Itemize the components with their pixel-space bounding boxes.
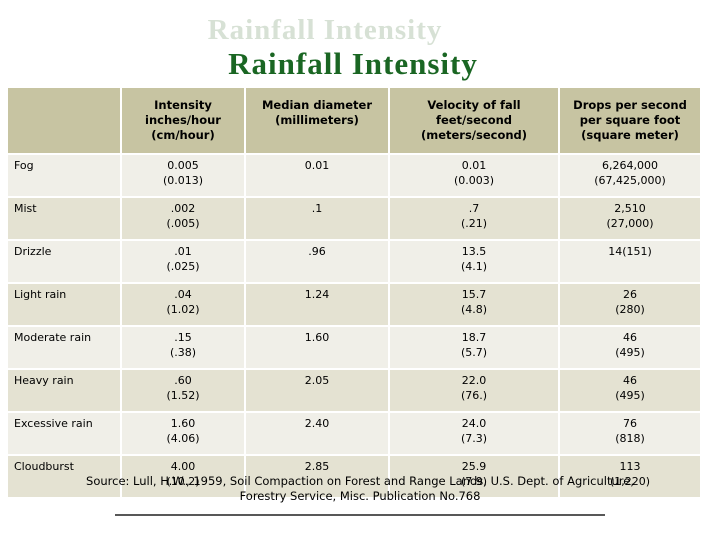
- table-cell: 24.0 (7.3): [390, 413, 558, 454]
- table-cell: 2.05: [246, 370, 388, 411]
- table-cell: .96: [246, 241, 388, 282]
- table-row: Mist .002 (.005) .1.7 (.21) 2,510 (27,000): [8, 198, 700, 239]
- table-row: Moderate rain .15 (.38) 1.60 18.7 (5.7) 46 (495…: [8, 327, 700, 368]
- table-cell: 2.85: [246, 456, 388, 497]
- table-cell: .15 (.38): [122, 327, 244, 368]
- column-header: Median diameter (millimeters): [246, 88, 388, 153]
- table-cell: 0.005 (0.013): [122, 155, 244, 196]
- table-cell: .60 (1.52): [122, 370, 244, 411]
- source-line-1: Source: Lull, H.W., 1959, Soil Compactio…: [86, 474, 634, 488]
- table-row: Heavy rain .60 (1.52) 2.05 22.0 (76.) 46 (495): [8, 370, 700, 411]
- table-cell: 46 (495): [560, 370, 700, 411]
- table-cell: 25.9 (7.9): [390, 456, 558, 497]
- table-cell: 1.60 (4.06): [122, 413, 244, 454]
- table-cell: .01 (.025): [122, 241, 244, 282]
- table-cell: .1: [246, 198, 388, 239]
- column-header: Velocity of fall feet/second (meters/secon…: [390, 88, 558, 153]
- column-header: Intensity inches/hour (cm/hour): [122, 88, 244, 153]
- row-label: Excessive rain: [8, 413, 120, 454]
- source-citation: Source: Lull, H.W., 1959, Soil Compactio…: [0, 474, 720, 503]
- table-cell: 1.60: [246, 327, 388, 368]
- table-cell: .002 (.005): [122, 198, 244, 239]
- table-cell: 0.01 (0.003): [390, 155, 558, 196]
- table-row: Fog 0.005 (0.013) 0.01 0.01 (0.003) 6,264,000(…: [8, 155, 700, 196]
- rainfall-intensity-table: Intensity inches/hour (cm/hour) Median diam…: [6, 86, 702, 499]
- header-row: Intensity inches/hour (cm/hour) Median diam…: [8, 88, 700, 153]
- table-cell: 2,510 (27,000): [560, 198, 700, 239]
- row-label: Fog: [8, 155, 120, 196]
- table-row: Light rain .04 (1.02) 1.24 15.7 (4.8) 26 (280): [8, 284, 700, 325]
- table-cell: .04 (1.02): [122, 284, 244, 325]
- row-label: Light rain: [8, 284, 120, 325]
- corner-cell: [8, 88, 120, 153]
- source-line-2: Forestry Service, Misc. Publication No.7…: [239, 488, 481, 503]
- table-cell: 14(151): [560, 241, 700, 282]
- page-title: Rainfall Intensity: [228, 46, 478, 81]
- divider-line: [115, 514, 605, 516]
- row-label: Moderate rain: [8, 327, 120, 368]
- table-cell: 113 (1,220): [560, 456, 700, 497]
- table-row: Excessive rain 1.60 (4.06) 2.40 24.0 (7.3) 76(…: [8, 413, 700, 454]
- table-cell: 26 (280): [560, 284, 700, 325]
- table-body: Fog 0.005 (0.013) 0.01 0.01 (0.003) 6,264,000(…: [8, 155, 700, 497]
- column-header: Drops per second per square foot (square m…: [560, 88, 700, 153]
- table-cell: 0.01: [246, 155, 388, 196]
- table-cell: 22.0 (76.): [390, 370, 558, 411]
- table-row: Cloudburst 4.00 (10.2) 2.85 25.9 (7.9) 113 (1,2…: [8, 456, 700, 497]
- table-cell: .7 (.21): [390, 198, 558, 239]
- table-cell: 15.7 (4.8): [390, 284, 558, 325]
- ghost-title: Rainfall Intensity: [207, 14, 443, 46]
- table-cell: 6,264,000 (67,425,000): [560, 155, 700, 196]
- row-label: Drizzle: [8, 241, 120, 282]
- row-label: Mist: [8, 198, 120, 239]
- table-cell: 4.00 (10.2): [122, 456, 244, 497]
- table-row: Drizzle .01 (.025) .96 13.5 (4.1) 14(151): [8, 241, 700, 282]
- table-cell: 46 (495): [560, 327, 700, 368]
- row-label: Cloudburst: [8, 456, 120, 497]
- row-label: Heavy rain: [8, 370, 120, 411]
- table-cell: 13.5 (4.1): [390, 241, 558, 282]
- table-cell: 18.7 (5.7): [390, 327, 558, 368]
- table-cell: 76 (818): [560, 413, 700, 454]
- table-cell: 1.24: [246, 284, 388, 325]
- table-cell: 2.40: [246, 413, 388, 454]
